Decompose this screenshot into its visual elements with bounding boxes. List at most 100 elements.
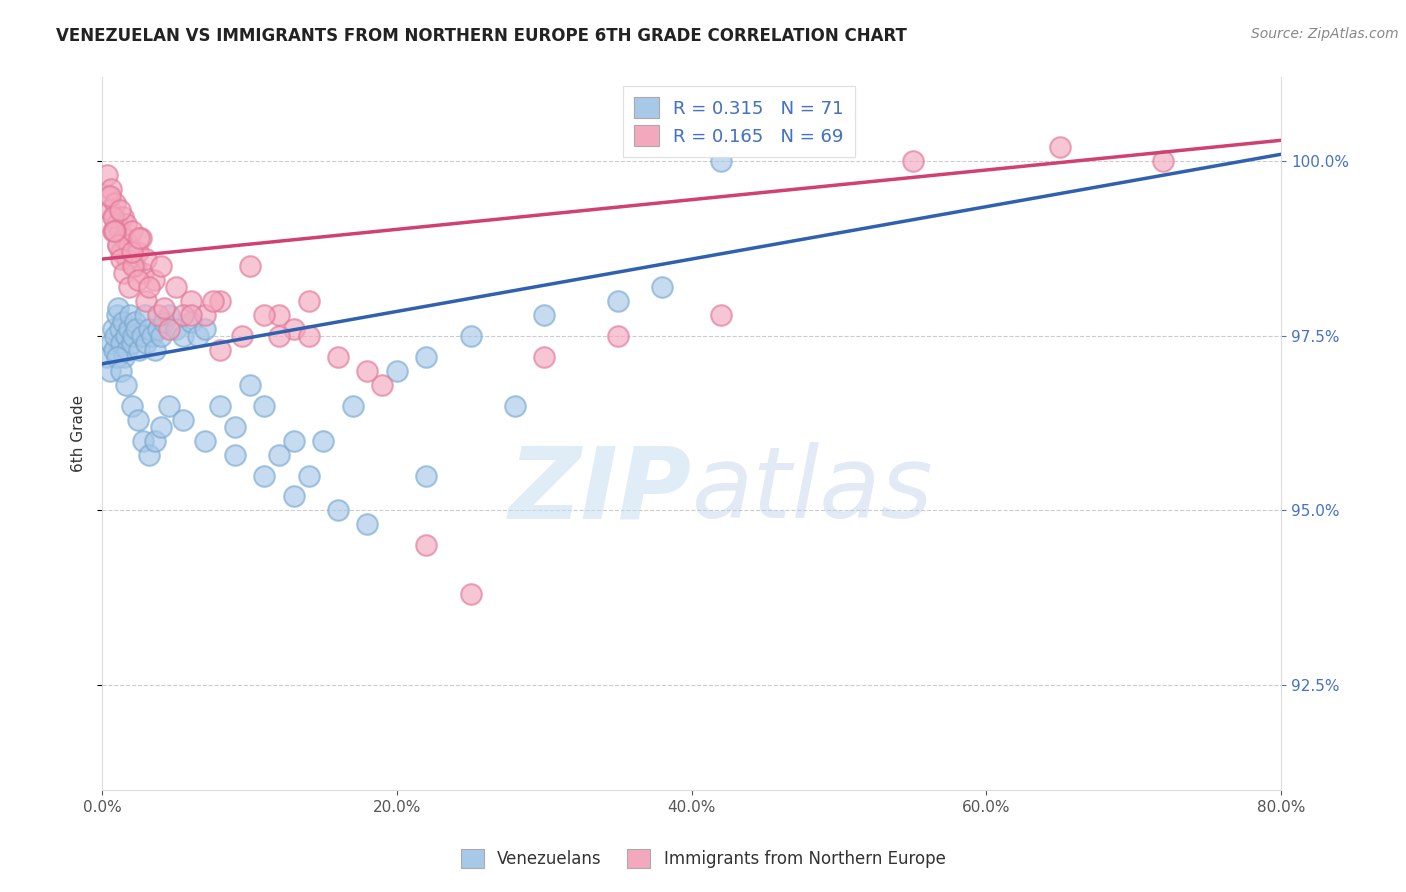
Point — [132, 434, 155, 448]
Point — [297, 468, 319, 483]
Point — [253, 468, 276, 483]
Point — [1049, 140, 1071, 154]
Point — [134, 308, 156, 322]
Text: Source: ZipAtlas.com: Source: ZipAtlas.com — [1251, 27, 1399, 41]
Point — [253, 399, 276, 413]
Point — [98, 203, 121, 218]
Point — [112, 350, 135, 364]
Legend: Venezuelans, Immigrants from Northern Europe: Venezuelans, Immigrants from Northern Eu… — [454, 842, 952, 875]
Point — [104, 224, 127, 238]
Point — [460, 587, 482, 601]
Point — [150, 329, 173, 343]
Point — [101, 322, 124, 336]
Point — [120, 308, 142, 322]
Point — [312, 434, 335, 448]
Point — [1152, 154, 1174, 169]
Point — [135, 252, 157, 266]
Point — [110, 335, 132, 350]
Point — [150, 259, 173, 273]
Point — [503, 399, 526, 413]
Point — [122, 259, 145, 273]
Point — [128, 231, 150, 245]
Point — [141, 329, 163, 343]
Point — [96, 350, 118, 364]
Point — [138, 322, 160, 336]
Point — [118, 322, 141, 336]
Point — [108, 224, 131, 238]
Point — [135, 293, 157, 308]
Point — [103, 343, 125, 357]
Point — [533, 350, 555, 364]
Point — [180, 315, 202, 329]
Point — [105, 308, 128, 322]
Point — [138, 280, 160, 294]
Point — [187, 329, 209, 343]
Point — [96, 168, 118, 182]
Point — [356, 517, 378, 532]
Point — [283, 490, 305, 504]
Point — [112, 266, 135, 280]
Point — [209, 343, 232, 357]
Legend: R = 0.315   N = 71, R = 0.165   N = 69: R = 0.315 N = 71, R = 0.165 N = 69 — [623, 87, 855, 157]
Point — [107, 238, 129, 252]
Point — [239, 259, 262, 273]
Point — [209, 293, 232, 308]
Point — [710, 308, 733, 322]
Point — [297, 329, 319, 343]
Point — [239, 377, 262, 392]
Point — [415, 538, 437, 552]
Point — [117, 252, 139, 266]
Point — [172, 329, 194, 343]
Point — [201, 293, 224, 308]
Point — [356, 364, 378, 378]
Point — [607, 329, 630, 343]
Point — [224, 419, 246, 434]
Point — [157, 322, 180, 336]
Point — [121, 335, 143, 350]
Point — [110, 364, 132, 378]
Y-axis label: 6th Grade: 6th Grade — [72, 395, 86, 472]
Point — [157, 399, 180, 413]
Point — [180, 308, 202, 322]
Point — [157, 308, 180, 322]
Point — [124, 315, 146, 329]
Point — [105, 350, 128, 364]
Point — [267, 448, 290, 462]
Point — [98, 364, 121, 378]
Point — [98, 189, 121, 203]
Point — [297, 293, 319, 308]
Point — [105, 217, 128, 231]
Point — [415, 468, 437, 483]
Point — [138, 448, 160, 462]
Point — [117, 343, 139, 357]
Point — [231, 329, 253, 343]
Point — [172, 308, 194, 322]
Point — [651, 280, 673, 294]
Point — [283, 434, 305, 448]
Point — [209, 399, 232, 413]
Point — [607, 293, 630, 308]
Point — [153, 301, 176, 315]
Point — [143, 343, 166, 357]
Text: atlas: atlas — [692, 442, 934, 539]
Point — [143, 434, 166, 448]
Point — [129, 231, 152, 245]
Point — [127, 273, 149, 287]
Point — [194, 308, 217, 322]
Text: ZIP: ZIP — [509, 442, 692, 539]
Point — [283, 322, 305, 336]
Point — [326, 503, 349, 517]
Point — [101, 224, 124, 238]
Point — [415, 350, 437, 364]
Point — [148, 308, 170, 322]
Point — [267, 308, 290, 322]
Point — [107, 238, 129, 252]
Point — [114, 377, 136, 392]
Point — [104, 196, 127, 211]
Point — [253, 308, 276, 322]
Point — [108, 203, 131, 218]
Point — [128, 343, 150, 357]
Point — [124, 259, 146, 273]
Point — [110, 252, 132, 266]
Point — [114, 329, 136, 343]
